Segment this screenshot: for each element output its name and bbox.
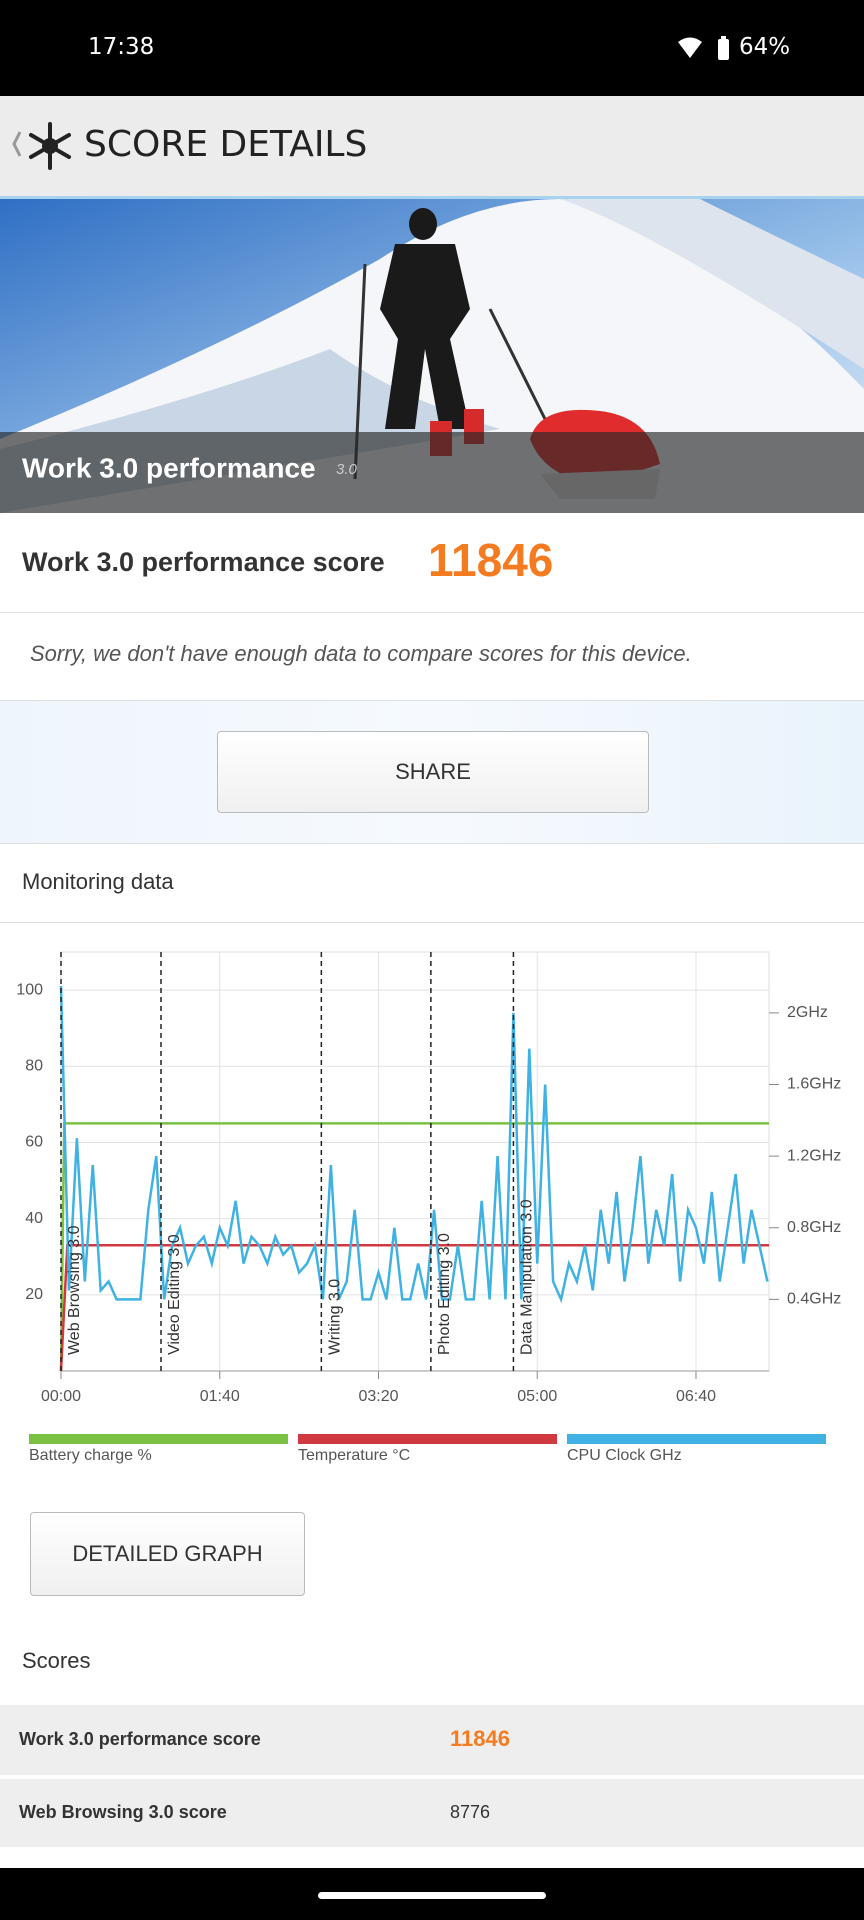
- note: Sorry, we don't have enough data to comp…: [30, 641, 692, 666]
- scores-title: Scores: [22, 1648, 91, 1673]
- x-tick-label: 01:40: [200, 1388, 240, 1405]
- y2-tick-label: 0.4GHz: [787, 1291, 841, 1308]
- status-bar: 17:38 64%: [0, 0, 864, 96]
- legend-label: Battery charge %: [29, 1447, 152, 1464]
- page-title: SCORE DETAILS: [84, 124, 368, 165]
- legend-swatch: [567, 1434, 826, 1444]
- detailed-graph-button[interactable]: DETAILED GRAPH: [30, 1512, 305, 1596]
- x-tick-label: 00:00: [41, 1388, 81, 1405]
- plot-area: [60, 951, 770, 1372]
- phase-label: Data Manipulation 3.0: [518, 1199, 535, 1355]
- y2-tick-label: 2GHz: [787, 1004, 828, 1021]
- y-tick-label: 100: [16, 981, 43, 998]
- clock: 17:38: [88, 34, 155, 60]
- y-tick-label: 40: [25, 1210, 43, 1227]
- y2-tick-label: 0.8GHz: [787, 1219, 841, 1236]
- phase-label: Photo Editing 3.0: [436, 1233, 453, 1355]
- x-tick-label: 03:20: [358, 1388, 398, 1405]
- monitoring-header: Monitoring data: [0, 843, 864, 923]
- row-value: 11846: [450, 1726, 510, 1751]
- score-row: Work 3.0 performance score 11846: [0, 513, 864, 613]
- legend-label: CPU Clock GHz: [567, 1447, 682, 1464]
- hero-version: 3.0: [336, 461, 358, 478]
- x-tick-label: 05:00: [517, 1388, 557, 1405]
- y-tick-label: 60: [25, 1134, 43, 1151]
- score-value: 11846: [428, 534, 554, 586]
- y-tick-label: 80: [25, 1057, 43, 1074]
- y2-tick-label: 1.2GHz: [787, 1147, 841, 1164]
- legend-swatch: [29, 1434, 288, 1444]
- monitoring-title: Monitoring data: [22, 869, 174, 894]
- phase-label: Writing 3.0: [326, 1279, 343, 1355]
- legend-label: Temperature °C: [298, 1447, 411, 1464]
- phase-label: Web Browsing 3.0: [66, 1225, 83, 1355]
- x-tick-label: 06:40: [676, 1388, 716, 1405]
- status-icons: [678, 36, 729, 60]
- score-table-row: Work 3.0 performance score 11846: [0, 1705, 864, 1775]
- row-label: Work 3.0 performance score: [19, 1729, 261, 1749]
- series-line: [59, 985, 769, 1304]
- monitoring-chart: 20 40 60 80 100 0.4GHz 0.8GHz 1.2GHz 1.6GHz 2GHz 0…: [16, 951, 841, 1405]
- score-label: Work 3.0 performance score: [22, 547, 385, 577]
- nav-bar: [0, 1868, 864, 1920]
- y2-tick-label: 1.6GHz: [787, 1076, 841, 1093]
- back-logo[interactable]: [6, 122, 76, 170]
- battery-level: 64%: [739, 34, 791, 60]
- home-indicator[interactable]: [318, 1892, 546, 1899]
- row-label: Web Browsing 3.0 score: [19, 1802, 227, 1822]
- legend-swatch: [298, 1434, 557, 1444]
- y-tick-label: 20: [25, 1286, 43, 1303]
- note-row: Sorry, we don't have enough data to comp…: [0, 613, 864, 701]
- share-button[interactable]: SHARE: [217, 731, 649, 813]
- hero-image: Work 3.0 performance 3.0: [0, 199, 864, 513]
- hero-title: Work 3.0 performance: [22, 452, 316, 483]
- app-header: SCORE DETAILS: [0, 96, 864, 199]
- row-value: 8776: [450, 1802, 491, 1822]
- share-area: SHARE: [0, 701, 864, 843]
- phase-label: Video Editing 3.0: [166, 1234, 183, 1355]
- score-table-row: Web Browsing 3.0 score 8776: [0, 1779, 864, 1847]
